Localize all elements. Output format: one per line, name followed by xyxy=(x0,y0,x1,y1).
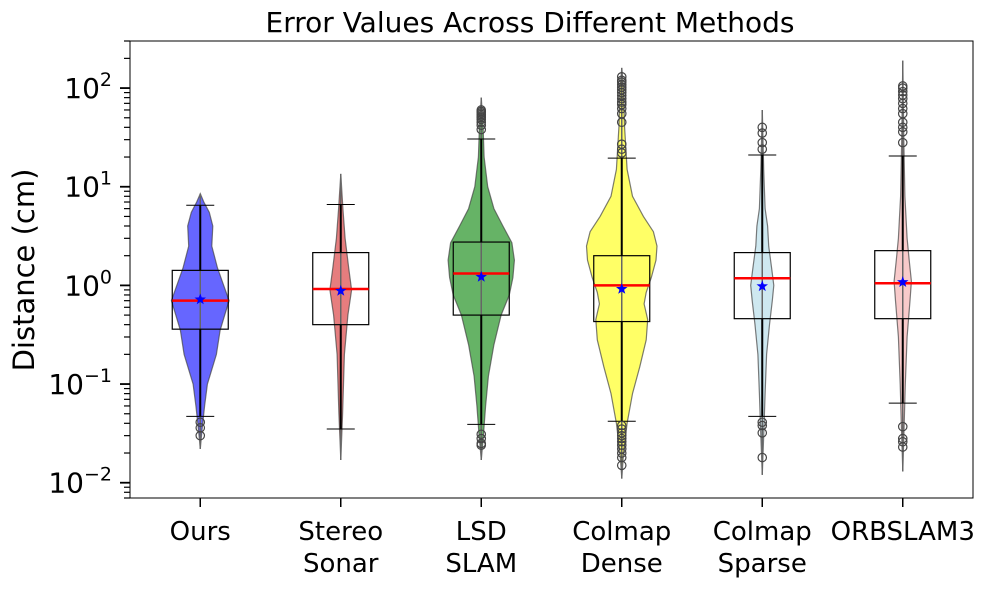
outlier-point xyxy=(757,122,768,133)
outlier-point xyxy=(616,85,627,95)
outlier-point xyxy=(897,108,908,119)
outlier-point xyxy=(616,430,627,441)
outlier-point xyxy=(616,460,627,471)
outlier-point xyxy=(757,428,768,438)
outlier-point xyxy=(897,127,908,137)
box xyxy=(874,250,932,320)
x-tick-label: Stereo Sonar xyxy=(298,517,383,579)
x-tick-label: ORBSLAM3 xyxy=(831,517,975,547)
x-tick-label: Colmap Dense xyxy=(572,517,671,579)
outlier-point xyxy=(897,93,908,104)
outlier-point xyxy=(897,81,908,91)
outlier-point xyxy=(616,420,627,431)
outlier-point xyxy=(616,424,627,434)
outlier-point xyxy=(476,429,487,440)
outlier-point xyxy=(195,430,206,441)
outlier-point xyxy=(616,97,627,107)
outlier-point xyxy=(476,440,487,451)
outlier-point xyxy=(616,448,627,458)
outlier-point xyxy=(757,417,768,428)
outlier-point xyxy=(616,436,627,447)
outlier-point xyxy=(897,436,908,447)
category-group-1 xyxy=(312,173,370,461)
outlier-point xyxy=(616,103,627,114)
outlier-point xyxy=(616,82,627,93)
mean-marker xyxy=(335,284,347,296)
box xyxy=(452,241,510,316)
outlier-point xyxy=(757,144,768,155)
outlier-point xyxy=(616,433,627,444)
outlier-point xyxy=(616,75,627,86)
plot-area xyxy=(170,60,932,479)
outlier-point xyxy=(897,90,908,100)
x-tick-label: Colmap Sparse xyxy=(713,517,812,579)
x-tick-label: Ours xyxy=(170,517,231,547)
outlier-point xyxy=(616,99,627,110)
category-group-2 xyxy=(447,97,516,461)
x-tick-label: LSD SLAM xyxy=(445,517,517,579)
category-group-5 xyxy=(874,60,932,472)
category-group-3 xyxy=(585,67,658,479)
box xyxy=(593,255,651,323)
y-tick-label: 100 xyxy=(64,266,112,302)
outlier-point xyxy=(897,103,908,114)
outlier-point xyxy=(897,442,908,452)
outlier-point xyxy=(476,120,487,131)
outlier-point xyxy=(757,420,768,431)
mean-marker xyxy=(194,293,206,305)
category-group-0 xyxy=(170,192,230,449)
outlier-point xyxy=(897,421,908,432)
box xyxy=(733,251,791,320)
y-tick-label: 102 xyxy=(64,69,112,105)
outlier-point xyxy=(195,417,206,428)
y-tick-label: 10−2 xyxy=(48,464,112,500)
outlier-point xyxy=(757,128,768,138)
outlier-point xyxy=(616,144,627,155)
category-group-4 xyxy=(733,109,791,475)
outlier-point xyxy=(476,124,487,135)
mean-marker xyxy=(616,283,628,294)
y-axis-label: Distance (cm) xyxy=(7,169,41,372)
y-tick-label: 10−1 xyxy=(48,365,112,401)
chart-title: Error Values Across Different Methods xyxy=(266,6,795,39)
mean-marker xyxy=(475,270,487,282)
outlier-point xyxy=(616,108,627,119)
outlier-point xyxy=(476,433,487,444)
outlier-point xyxy=(476,105,487,115)
mean-marker xyxy=(756,280,768,292)
x-axis: Ours Stereo Sonar LSD SLAM Colmap Dense Colmap S… xyxy=(170,498,975,579)
outlier-point xyxy=(616,72,627,82)
mean-marker xyxy=(897,276,909,287)
outlier-point xyxy=(897,122,908,133)
outlier-point xyxy=(616,139,627,149)
outlier-point xyxy=(897,86,908,97)
outlier-point xyxy=(897,137,908,148)
outlier-point xyxy=(757,452,768,463)
plot-frame xyxy=(129,40,974,499)
y-axis: 10−2 10−1 100 101 102 xyxy=(48,40,130,500)
outlier-point xyxy=(757,137,768,148)
y-tick-label: 101 xyxy=(64,168,112,204)
